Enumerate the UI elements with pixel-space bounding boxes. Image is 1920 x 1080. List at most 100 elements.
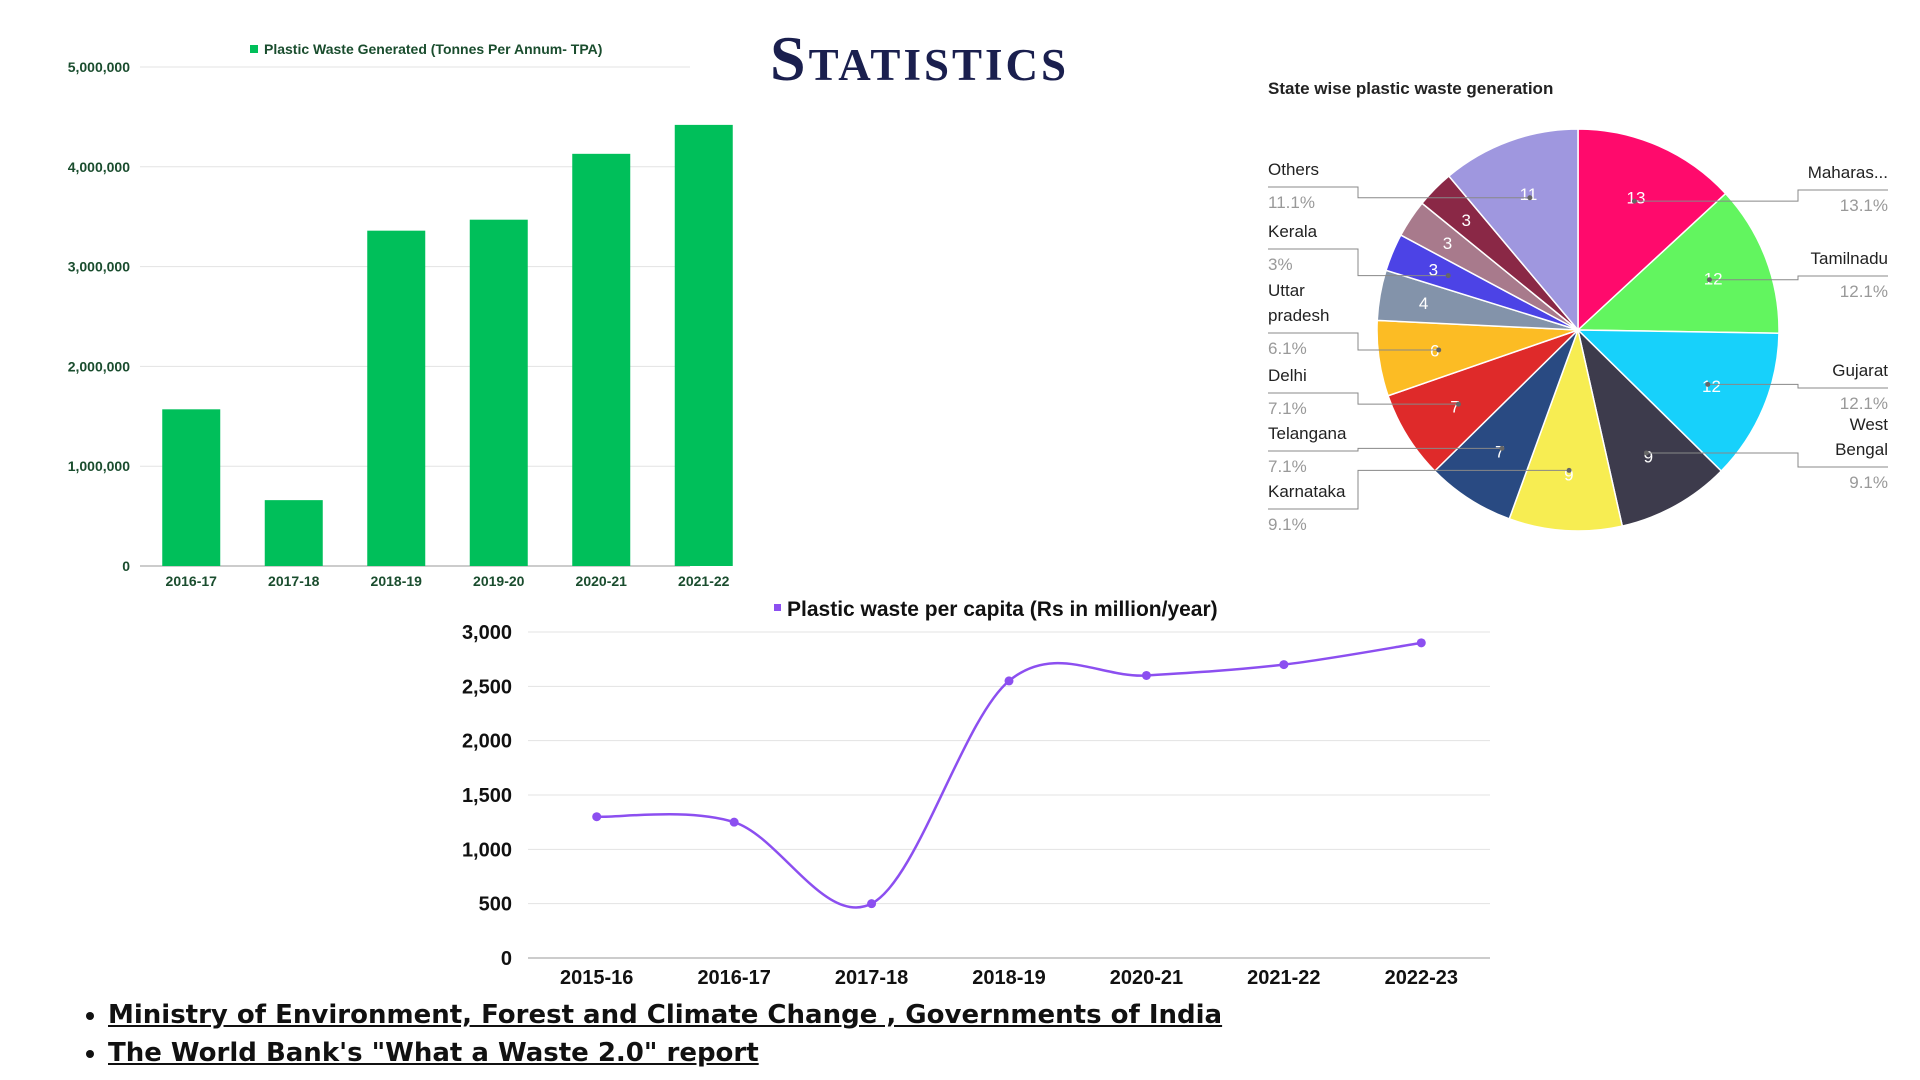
- slice-percent: 12.1%: [1840, 282, 1888, 301]
- page-title: Statistics: [770, 23, 1070, 94]
- x-tick-label: 2021-22: [678, 573, 730, 589]
- data-point: [867, 899, 877, 909]
- data-point: [1141, 670, 1151, 680]
- legend-swatch: [250, 45, 258, 53]
- bar: [469, 219, 528, 566]
- pie-slice: [1508, 327, 1624, 532]
- x-tick-label: 2015-16: [560, 967, 633, 989]
- slice-label: Telangana: [1268, 424, 1347, 443]
- x-tick-label: 2021-22: [1247, 967, 1320, 989]
- leader-dot: [1527, 195, 1533, 201]
- bar: [162, 409, 221, 566]
- bar: [264, 500, 323, 566]
- y-tick-label: 1,000: [462, 839, 512, 861]
- slice-label: Gujarat: [1832, 361, 1888, 380]
- slice-percent: 13.1%: [1840, 196, 1888, 215]
- line-chart: 0 500 1,000 1,500 2,000 2,500 3,000 2015-16 2016…: [462, 598, 1490, 989]
- x-tick-label: 2019-20: [473, 573, 525, 589]
- y-tick-label: 0: [122, 558, 130, 574]
- leader-line: [1707, 383, 1888, 389]
- leader-dot: [1631, 198, 1637, 204]
- y-tick-label: 3,000: [462, 622, 512, 644]
- y-tick-label: 2,000,000: [68, 358, 130, 374]
- x-tick-label: 2016-17: [166, 573, 218, 589]
- series-line: [596, 641, 1422, 909]
- source-link-moefcc[interactable]: Ministry of Environment, Forest and Clim…: [108, 1000, 1223, 1030]
- sources-list: Ministry of Environment, Forest and Clim…: [80, 1000, 1222, 1076]
- data-point: [729, 817, 739, 827]
- leader-line: [1634, 189, 1888, 202]
- slice-label: Maharas...: [1808, 163, 1888, 182]
- slice-value-label: 7: [1495, 443, 1504, 462]
- leader-line: [1268, 248, 1449, 277]
- x-tick-label: 2016-17: [697, 967, 770, 989]
- slice-label: pradesh: [1268, 306, 1329, 325]
- legend-swatch: [774, 604, 781, 611]
- pie-title: State wise plastic waste generation: [1268, 79, 1553, 98]
- y-tick-label: 2,500: [462, 676, 512, 698]
- slice-label: Karnataka: [1268, 482, 1346, 501]
- x-tick-label: 2017-18: [268, 573, 320, 589]
- y-tick-label: 1,000,000: [68, 458, 130, 474]
- slice-value-label: 3: [1443, 234, 1452, 253]
- slice-value-label: 9: [1564, 465, 1573, 484]
- slice-percent: 6.1%: [1268, 339, 1307, 358]
- slice-percent: 7.1%: [1268, 457, 1307, 476]
- slice-value-label: 6: [1430, 342, 1439, 361]
- data-point: [1279, 660, 1289, 670]
- leader-line: [1268, 186, 1530, 199]
- y-tick-label: 2,000: [462, 731, 512, 753]
- source-link-world-bank[interactable]: The World Bank's "What a Waste 2.0" repo…: [108, 1038, 759, 1068]
- x-tick-label: 2022-23: [1385, 967, 1458, 989]
- y-tick-label: 500: [479, 894, 512, 916]
- leader-dot: [1566, 467, 1572, 473]
- pie-slice: [1447, 128, 1579, 333]
- leader-dot: [1706, 277, 1712, 283]
- slice-label: Delhi: [1268, 366, 1307, 385]
- slice-value-label: 3: [1429, 260, 1438, 279]
- leader-dot: [1643, 450, 1649, 456]
- slice-percent: 11.1%: [1268, 193, 1315, 212]
- data-point: [1004, 676, 1014, 686]
- pie-slice: [1576, 327, 1723, 527]
- legend-label: Plastic Waste Generated (Tonnes Per Annu…: [264, 41, 602, 57]
- bar: [572, 153, 631, 567]
- source-item: Ministry of Environment, Forest and Clim…: [108, 1000, 1222, 1030]
- slice-value-label: 3: [1462, 211, 1471, 230]
- legend-label: Plastic waste per capita (Rs in million/…: [787, 598, 1218, 621]
- leader-dot: [1455, 401, 1461, 407]
- slice-label: Others: [1268, 160, 1319, 179]
- leader-line: [1268, 332, 1439, 351]
- leader-line: [1709, 275, 1888, 281]
- slice-value-label: 12: [1702, 377, 1721, 396]
- slice-percent: 3%: [1268, 255, 1293, 274]
- slice-label: Bengal: [1835, 440, 1888, 459]
- pie-chart: State wise plastic waste generation 13 12 1…: [1268, 79, 1889, 534]
- x-tick-label: 2020-21: [1110, 967, 1183, 989]
- y-tick-label: 0: [501, 948, 512, 970]
- y-tick-label: 3,000,000: [68, 259, 130, 275]
- slice-percent: 12.1%: [1840, 394, 1888, 413]
- slice-label: Uttar: [1268, 281, 1305, 300]
- leader-line: [1268, 469, 1570, 510]
- bar: [367, 230, 426, 566]
- data-point: [1416, 638, 1426, 648]
- x-tick-label: 2018-19: [972, 967, 1045, 989]
- slice-value-label: 9: [1644, 447, 1653, 466]
- slice-value-label: 4: [1419, 294, 1428, 313]
- slice-percent: 7.1%: [1268, 399, 1307, 418]
- bar-chart: 0 1,000,000 2,000,000 3,000,000 4,000,000 5,0…: [68, 41, 733, 589]
- pie-slice: [1577, 128, 1727, 332]
- leader-dot: [1445, 273, 1451, 279]
- pie-slice: [1576, 329, 1780, 473]
- slice-label: Kerala: [1268, 222, 1318, 241]
- slice-label: Tamilnadu: [1811, 249, 1889, 268]
- slice-percent: 9.1%: [1849, 473, 1888, 492]
- bar: [674, 124, 733, 566]
- y-tick-label: 5,000,000: [68, 59, 130, 75]
- x-tick-label: 2017-18: [835, 967, 908, 989]
- data-point: [592, 812, 602, 822]
- y-tick-label: 1,500: [462, 785, 512, 807]
- leader-line: [1646, 452, 1888, 468]
- x-tick-label: 2020-21: [576, 573, 628, 589]
